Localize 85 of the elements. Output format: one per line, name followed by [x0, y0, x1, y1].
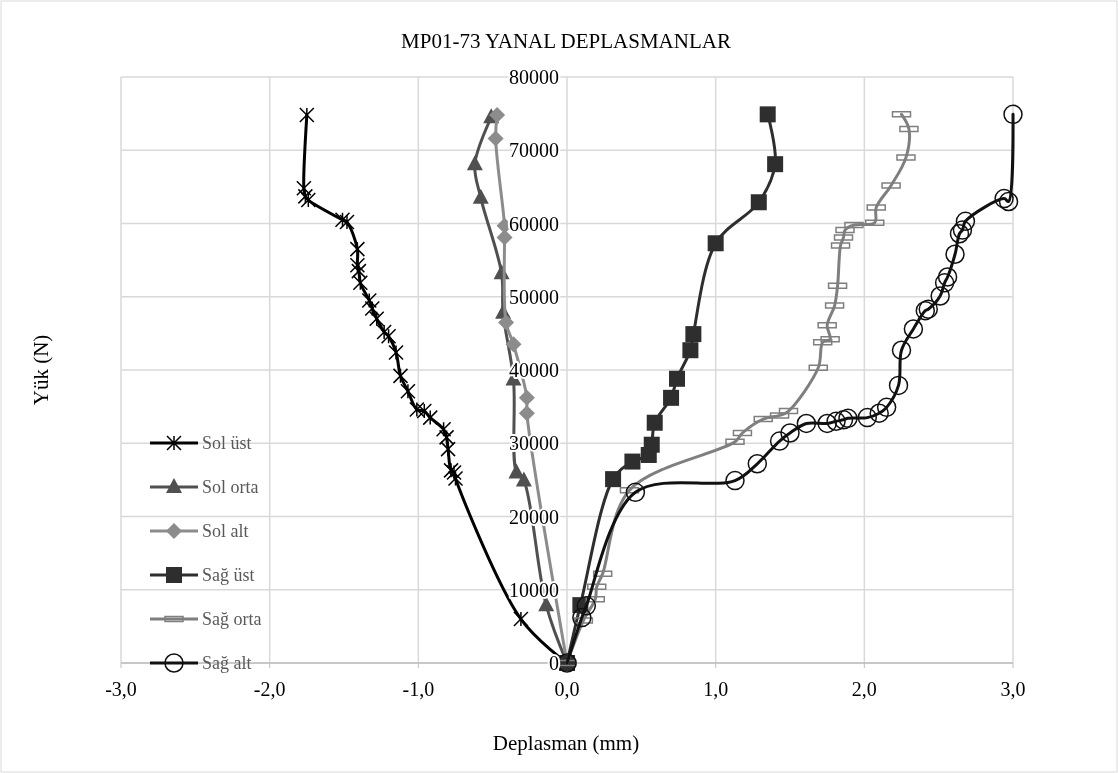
legend-label: Sol üst [202, 433, 252, 453]
point [299, 107, 315, 123]
legend-label: Sol orta [202, 477, 259, 497]
point [349, 257, 366, 273]
point [876, 397, 897, 418]
point [416, 403, 433, 419]
point [767, 156, 784, 173]
point [747, 454, 768, 474]
x-tick-label: 1,0 [703, 678, 729, 700]
x-tick-label: 2,0 [851, 678, 877, 700]
point [339, 214, 355, 230]
x-tick-label: 0,0 [554, 678, 580, 700]
point [409, 401, 425, 418]
point [505, 336, 522, 353]
legend-label: Sağ orta [202, 609, 262, 629]
legend-label: Sol alt [202, 521, 249, 541]
point [796, 413, 817, 434]
point [487, 130, 504, 147]
point [351, 263, 367, 279]
point [447, 470, 464, 487]
point [605, 471, 622, 488]
point [707, 235, 724, 252]
point [498, 314, 515, 331]
point [572, 607, 592, 628]
point [682, 342, 699, 359]
point [937, 267, 958, 287]
point [624, 453, 641, 470]
point [440, 441, 456, 457]
point [930, 286, 950, 306]
point [750, 194, 767, 211]
point [833, 410, 854, 430]
point [857, 407, 878, 428]
y-tick-label: 70000 [509, 139, 559, 162]
point [998, 191, 1019, 212]
point [466, 155, 483, 171]
point [725, 470, 745, 491]
point [643, 436, 660, 453]
point [685, 326, 702, 343]
x-tick-label: 3,0 [1000, 678, 1026, 700]
point [945, 244, 965, 265]
point [361, 292, 378, 309]
point [334, 212, 351, 228]
y-axis-title: Yük (N) [29, 334, 53, 406]
point [422, 409, 438, 426]
point [518, 405, 535, 422]
point [780, 423, 800, 443]
point [869, 403, 889, 423]
chart-title: MP01-73 YANAL DEPLASMANLAR [401, 29, 731, 53]
y-tick-label: 50000 [509, 285, 559, 308]
point [838, 408, 858, 429]
point [1003, 104, 1023, 125]
point [364, 300, 380, 317]
point [817, 413, 837, 434]
point [955, 211, 976, 232]
point [759, 106, 776, 123]
point [891, 340, 912, 360]
point [826, 411, 846, 432]
point [489, 107, 506, 124]
point [515, 471, 532, 487]
point [349, 241, 366, 257]
point [438, 429, 455, 446]
y-tick-label: 80000 [509, 66, 559, 88]
point [934, 273, 955, 293]
point [663, 389, 680, 406]
legend-label: Sağ alt [202, 653, 252, 673]
legend-label: Sağ üst [202, 565, 255, 585]
point [352, 275, 369, 291]
point [435, 421, 452, 438]
x-tick-label: -3,0 [105, 678, 137, 700]
point [625, 482, 646, 503]
point [903, 319, 924, 339]
y-tick-label: 60000 [509, 212, 559, 235]
point [994, 188, 1014, 209]
point [646, 414, 663, 431]
x-tick-label: -1,0 [402, 678, 435, 700]
point [576, 596, 597, 616]
point [769, 431, 790, 451]
point [669, 370, 686, 387]
x-tick-label: -2,0 [253, 678, 286, 700]
x-axis-title: Deplasman (mm) [492, 731, 640, 755]
point [518, 389, 535, 406]
point [472, 188, 489, 204]
point [513, 611, 529, 627]
point [888, 375, 909, 396]
point [508, 463, 525, 479]
